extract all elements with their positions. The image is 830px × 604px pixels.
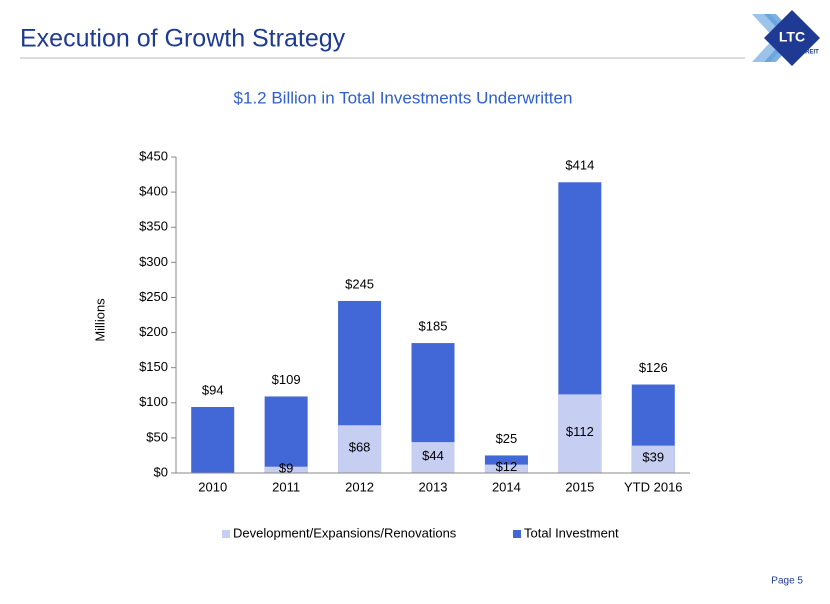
- y-tick-label: $350: [139, 219, 168, 234]
- x-tick-label: 2015: [565, 479, 594, 494]
- y-axis-label: Millions: [92, 298, 107, 342]
- y-tick-label: $0: [154, 464, 168, 479]
- data-label: $94: [202, 382, 224, 397]
- slide-title: Execution of Growth Strategy: [20, 25, 346, 53]
- data-label: $112: [566, 424, 594, 439]
- y-tick-label: $150: [139, 359, 168, 374]
- x-tick-label: 2010: [198, 479, 227, 494]
- data-label: $44: [422, 448, 444, 463]
- y-tick-label: $100: [139, 394, 168, 409]
- bar: [484, 464, 528, 473]
- x-tick-label: 2013: [419, 479, 448, 494]
- data-label: $25: [496, 431, 518, 446]
- data-label: $109: [272, 372, 301, 387]
- legend-swatch: [222, 530, 230, 538]
- bar: [558, 394, 602, 473]
- y-tick-label: $450: [139, 148, 168, 163]
- data-label: $9: [279, 460, 293, 475]
- logo-text: LTC: [779, 29, 805, 45]
- bar: [191, 406, 235, 473]
- y-tick-label: $200: [139, 324, 168, 339]
- y-tick-label: $400: [139, 184, 168, 199]
- bar: [338, 425, 382, 473]
- x-tick-label: 2011: [272, 479, 300, 494]
- bar: [264, 396, 308, 473]
- logo-sub: REIT: [805, 50, 819, 56]
- data-label: $68: [349, 440, 371, 455]
- x-tick-label: 2014: [492, 479, 521, 494]
- y-tick-label: $50: [146, 429, 168, 444]
- bar: [264, 466, 308, 473]
- data-label: $39: [642, 450, 664, 465]
- data-label: $185: [419, 319, 448, 334]
- bar: [411, 442, 455, 473]
- legend-label: Total Investment: [524, 525, 619, 540]
- data-label: $126: [639, 360, 668, 375]
- x-tick-label: YTD 2016: [624, 479, 683, 494]
- page-number: Page 5: [771, 576, 803, 587]
- data-label: $12: [496, 459, 518, 474]
- legend-label: Development/Expansions/Renovations: [233, 525, 457, 540]
- logo: LTC REIT: [752, 10, 820, 66]
- chart-title: $1.2 Billion in Total Investments Underw…: [234, 88, 573, 107]
- data-label: $414: [565, 158, 594, 173]
- y-tick-label: $300: [139, 254, 168, 269]
- data-label: $245: [345, 276, 374, 291]
- y-tick-label: $250: [139, 289, 168, 304]
- x-tick-label: 2012: [345, 479, 374, 494]
- legend-swatch: [513, 530, 521, 538]
- bar: [631, 445, 675, 473]
